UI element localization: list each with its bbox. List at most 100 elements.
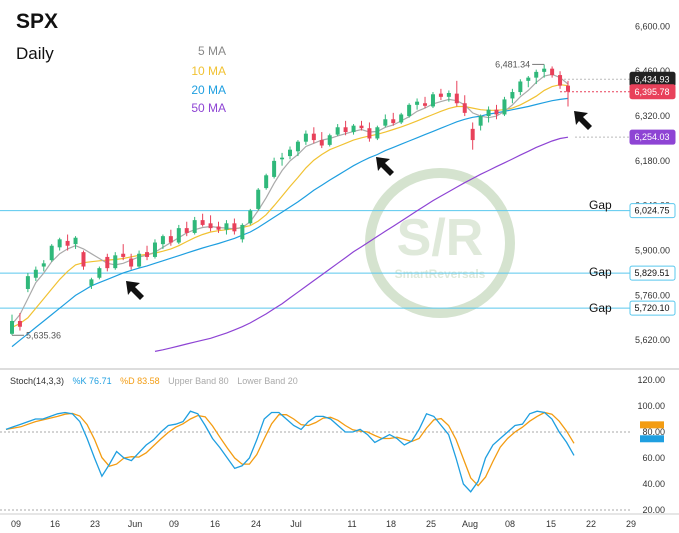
candle-body (89, 279, 94, 286)
candle-body (486, 109, 491, 117)
candle-body (383, 119, 388, 126)
price-tag-label: 6,024.75 (634, 206, 669, 216)
candle-body (105, 256, 110, 269)
chart-subtitle: Daily (16, 44, 54, 63)
stoch-k-label: %K 76.71 (72, 376, 112, 386)
price-tag-label: 5,720.10 (634, 303, 669, 313)
price-tick-label: 5,620.00 (635, 335, 670, 345)
candle-body (280, 157, 285, 160)
candle-body (49, 245, 54, 261)
candle-body (319, 140, 324, 146)
candle-body (430, 94, 435, 107)
time-tick-label: Jul (290, 519, 302, 529)
price-tick-label: 5,760.00 (635, 290, 670, 300)
time-tick-label: 11 (347, 519, 356, 529)
low-annotation: 5,635.36 (26, 330, 61, 340)
candle-body (25, 276, 30, 289)
candle-body (129, 258, 134, 267)
arrow-marker (376, 157, 394, 176)
candle-body (288, 149, 292, 157)
candle-body (152, 242, 157, 257)
watermark-ring (365, 168, 515, 318)
gap-label-1: Gap (589, 198, 612, 212)
candle-body (502, 99, 507, 115)
candle-body (407, 104, 412, 117)
time-tick-label: 29 (626, 519, 636, 529)
candle-body (478, 116, 483, 126)
ma50-line (154, 136, 569, 352)
ma5-line (11, 73, 569, 325)
price-tick-label: 5,900.00 (635, 246, 670, 256)
price-tag-box (629, 84, 676, 100)
time-tick-label: Aug (462, 519, 478, 529)
candle-body (256, 189, 261, 209)
time-tick-label: 22 (586, 519, 596, 529)
candle-body (391, 119, 396, 124)
candle-body (470, 128, 475, 141)
time-tick-label: 16 (50, 519, 60, 529)
candle-body (113, 255, 118, 269)
gap-label-3: Gap (589, 301, 612, 315)
price-tag-label: 5,829.51 (634, 268, 669, 278)
candle-body (73, 237, 78, 245)
candle-body (303, 133, 308, 142)
candle-body (534, 71, 539, 78)
stoch-upper-label: Upper Band 80 (168, 376, 229, 386)
candle-body (137, 253, 142, 267)
candle-body (208, 223, 213, 229)
legend-5ma: 5 MA (197, 44, 226, 58)
candle-body (57, 239, 62, 248)
arrow-marker (126, 281, 144, 300)
chart-title: SPX (16, 10, 59, 33)
time-tick-label: 24 (251, 519, 261, 529)
candle-body (335, 127, 340, 135)
time-tick-label: 16 (210, 519, 220, 529)
price-tag-box (629, 265, 676, 281)
candle-body (327, 135, 332, 145)
candle-body (558, 75, 563, 86)
price-tick-label: 6,600.00 (635, 21, 670, 31)
candle-body (446, 93, 451, 97)
candle-body (295, 141, 300, 152)
candle-body (494, 109, 499, 115)
time-tick-label: 09 (169, 519, 179, 529)
candle-body (145, 252, 150, 257)
candle-body (518, 81, 523, 93)
candle-body (224, 223, 229, 230)
candle-body (351, 125, 356, 133)
stoch-k-tag (640, 435, 664, 443)
stoch-d-label: %D 83.58 (120, 376, 160, 386)
candle-body (264, 175, 269, 189)
candle-body (272, 160, 277, 177)
price-tick-label: 6,320.00 (635, 111, 670, 121)
candle-body (438, 93, 443, 97)
candle-body (121, 253, 126, 257)
ma20-line (11, 97, 569, 348)
ma10-line (11, 84, 569, 328)
time-tick-label: Jun (128, 519, 143, 529)
time-tick-label: 15 (546, 519, 556, 529)
stoch-tick-label: 100.00 (637, 401, 665, 411)
candle-body (240, 224, 245, 240)
candle-body (550, 68, 555, 76)
candle-body (399, 114, 404, 123)
candle-body (10, 320, 14, 334)
candle-body (526, 77, 531, 81)
candle-body (510, 92, 515, 99)
price-tag-label: 6,395.78 (634, 87, 669, 97)
gap-label-2: Gap (589, 265, 612, 279)
price-tag-label: 6,254.03 (634, 132, 669, 142)
price-tag-box (629, 203, 676, 219)
price-tag-box (629, 129, 676, 145)
candle-body (415, 101, 420, 105)
candle-body (17, 320, 22, 327)
candle-body (97, 268, 102, 278)
stoch-d-line (5, 411, 575, 487)
time-tick-label: 18 (386, 519, 396, 529)
candle-body (454, 93, 459, 104)
stoch-tick-label: 20.00 (642, 505, 665, 515)
watermark-subtext: SmartReversals (395, 267, 486, 281)
time-tick-label: 08 (505, 519, 515, 529)
candle-body (423, 103, 428, 106)
